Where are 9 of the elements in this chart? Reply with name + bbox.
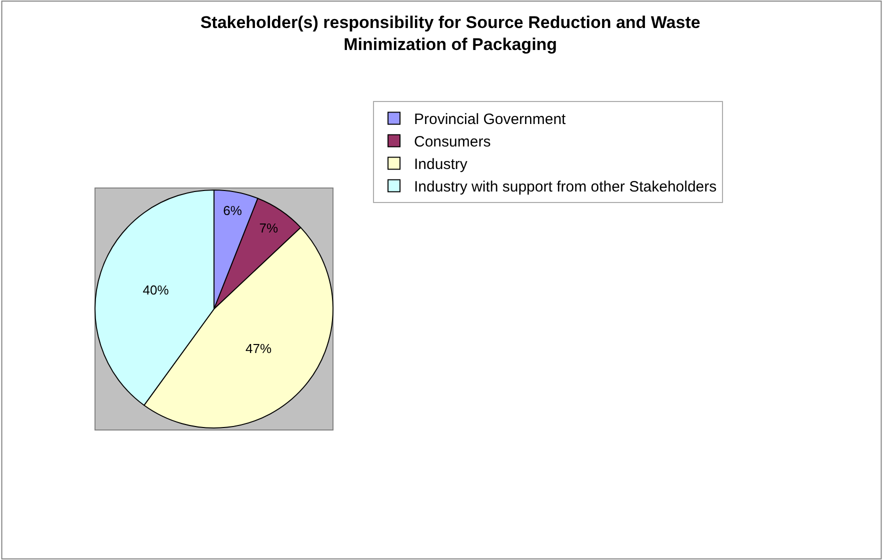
data-label: 47% — [246, 340, 272, 356]
data-label: 6% — [223, 203, 242, 218]
legend-label: Provincial Government — [414, 111, 567, 128]
data-label: 7% — [259, 220, 279, 236]
legend-label: Consumers — [414, 134, 491, 151]
data-label: 40% — [142, 282, 170, 298]
legend-label: Industry with support from other Stakeholders — [414, 178, 717, 196]
legend-label: Industry — [414, 156, 468, 174]
chart-title: Stakeholder(s) responsibility for Source Reduction and Waste Minimization of Packaging — [200, 13, 700, 54]
